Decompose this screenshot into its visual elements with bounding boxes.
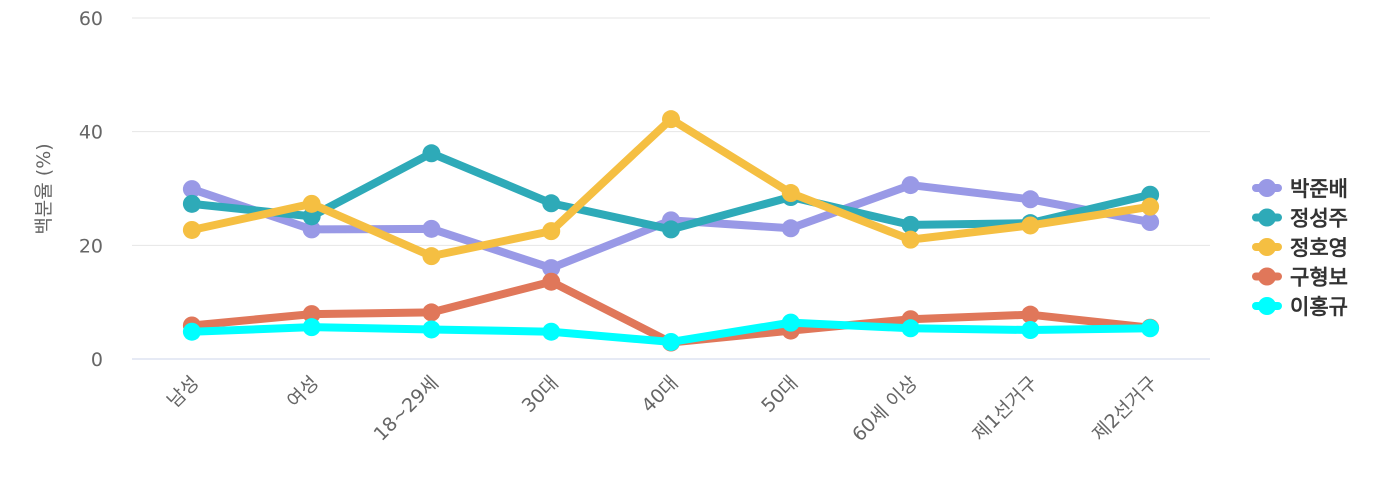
data-point[interactable] (182, 220, 201, 239)
legend-dot-marker (1258, 297, 1276, 315)
legend-label: 박준배 (1290, 177, 1348, 201)
data-point[interactable] (302, 305, 321, 324)
y-tick-label: 40 (79, 122, 103, 144)
data-point[interactable] (1021, 305, 1040, 324)
data-point[interactable] (302, 207, 321, 226)
data-point[interactable] (302, 194, 321, 213)
legend-dot-marker (1258, 238, 1276, 256)
series-3 (182, 110, 1160, 266)
x-tick-label: 제2선거구 (1088, 372, 1162, 446)
data-point[interactable] (422, 219, 441, 238)
data-point[interactable] (1141, 197, 1160, 216)
x-tick-label: 40대 (638, 372, 683, 417)
data-point[interactable] (781, 219, 800, 238)
legend-label: 정호영 (1290, 236, 1348, 260)
data-point[interactable] (422, 247, 441, 266)
legend-label: 이홍규 (1290, 295, 1348, 319)
data-point[interactable] (302, 318, 321, 337)
legend-item[interactable]: 정호영 (1252, 236, 1348, 260)
gridlines (132, 17, 1210, 360)
data-point[interactable] (542, 259, 561, 278)
x-tick-label: 60세 이상 (848, 372, 922, 446)
x-tick-label: 30대 (518, 372, 563, 417)
x-tick-label: 여성 (283, 372, 323, 412)
data-point[interactable] (1141, 319, 1160, 338)
legend-dot-marker (1258, 208, 1276, 227)
data-point[interactable] (901, 230, 920, 249)
y-tick-label: 20 (79, 235, 103, 257)
legend-dot-marker (1258, 267, 1276, 286)
data-point[interactable] (542, 222, 561, 241)
data-point[interactable] (422, 303, 441, 322)
data-point[interactable] (901, 319, 920, 338)
data-point[interactable] (662, 332, 680, 351)
legend-item[interactable]: 이홍규 (1252, 295, 1348, 319)
data-point[interactable] (1021, 190, 1040, 209)
y-axis-title: 백분율 (%) (33, 143, 55, 234)
data-point[interactable] (182, 194, 201, 213)
x-tick-label: 남성 (163, 372, 203, 412)
data-point[interactable] (662, 110, 680, 129)
legend-item[interactable]: 구형보 (1252, 266, 1348, 290)
legend-item[interactable]: 박준배 (1252, 177, 1348, 201)
series-1 (182, 176, 1160, 278)
y-tick-label: 0 (91, 349, 103, 371)
data-point[interactable] (302, 220, 321, 239)
legend-item[interactable]: 정성주 (1252, 207, 1348, 231)
data-point[interactable] (542, 272, 561, 291)
x-tick-label: 50대 (757, 372, 802, 417)
data-point[interactable] (182, 180, 201, 199)
series-5 (182, 313, 1160, 351)
data-point[interactable] (1141, 213, 1160, 232)
data-point[interactable] (422, 144, 441, 163)
x-tick-label: 18~29세 (370, 372, 443, 445)
data-point[interactable] (1021, 321, 1040, 340)
data-point[interactable] (182, 322, 201, 341)
legend-label: 정성주 (1290, 207, 1348, 231)
x-tick-label: 제1선거구 (968, 372, 1042, 446)
y-axis-ticks: 0 20 40 60 (79, 8, 103, 371)
data-point[interactable] (781, 313, 800, 332)
data-point[interactable] (781, 184, 800, 203)
data-point[interactable] (542, 322, 561, 341)
legend-label: 구형보 (1290, 266, 1348, 290)
data-point[interactable] (901, 215, 920, 234)
data-point[interactable] (422, 320, 441, 339)
data-point[interactable] (901, 176, 920, 195)
y-tick-label: 60 (79, 8, 103, 30)
legend-dot-marker (1258, 179, 1276, 197)
data-point[interactable] (662, 220, 680, 239)
data-point[interactable] (1021, 216, 1040, 235)
series-lines (182, 110, 1160, 352)
x-axis-ticks: 남성 여성 18~29세 30대 40대 50대 60세 이상 제1선거구 제2선거구 (163, 372, 1162, 446)
data-point[interactable] (542, 194, 561, 213)
